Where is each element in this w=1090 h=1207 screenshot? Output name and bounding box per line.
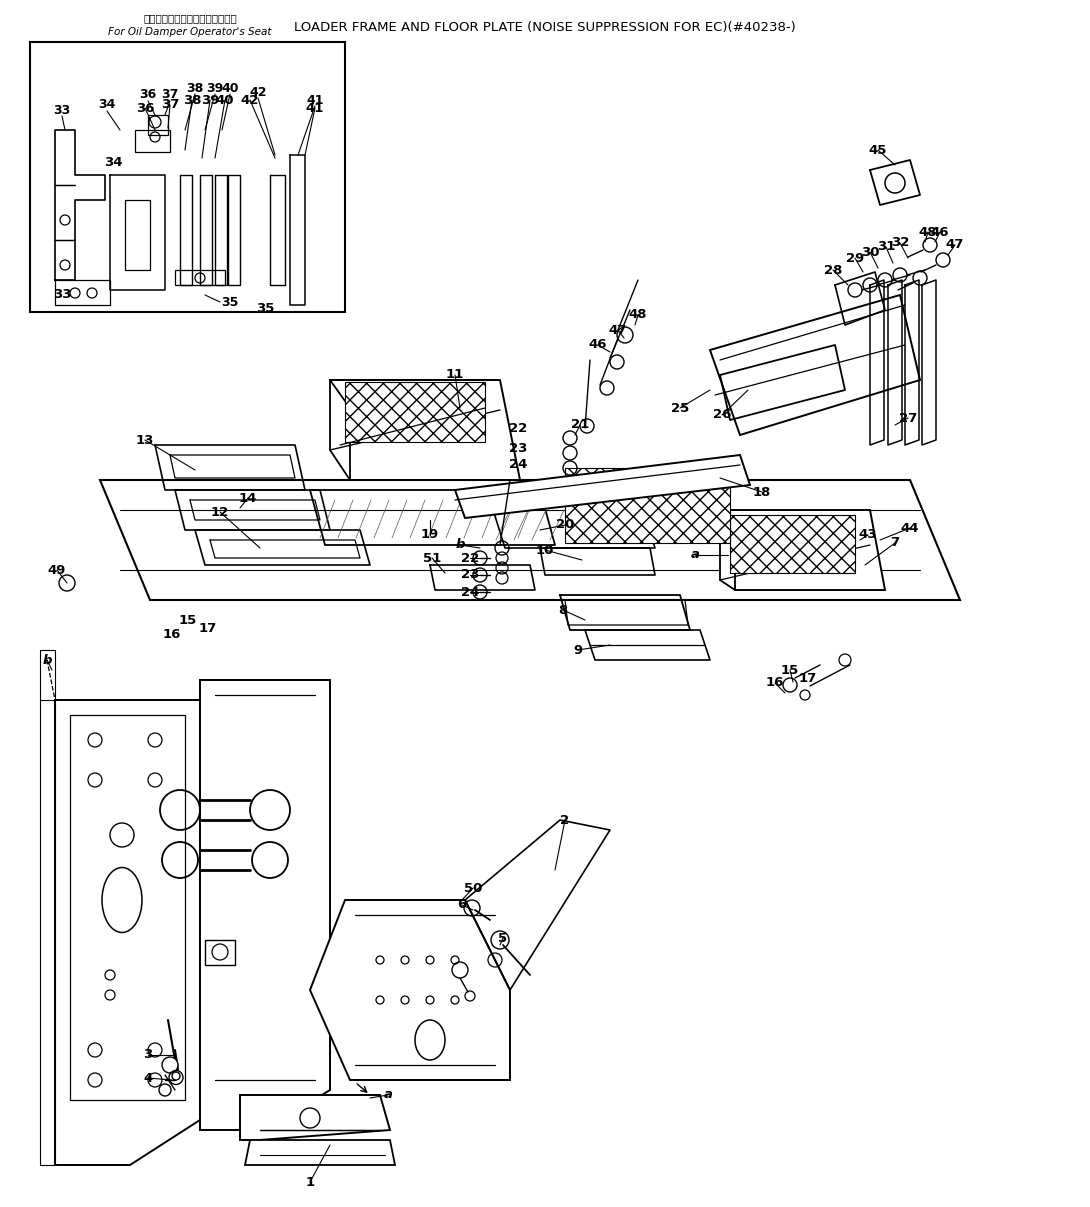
Text: 43: 43	[859, 529, 877, 542]
Text: 29: 29	[846, 251, 864, 264]
Text: 35: 35	[256, 302, 275, 315]
Text: 34: 34	[104, 157, 122, 169]
Text: 30: 30	[861, 245, 880, 258]
Polygon shape	[455, 455, 750, 518]
Text: 10: 10	[536, 543, 554, 556]
Text: 40: 40	[216, 93, 234, 106]
Polygon shape	[245, 1139, 395, 1165]
Text: 21: 21	[571, 419, 589, 431]
Bar	[205, 940, 235, 966]
Bar	[135, 130, 170, 152]
Polygon shape	[240, 1095, 390, 1139]
Text: 37: 37	[161, 88, 179, 101]
Text: 8: 8	[558, 604, 568, 617]
Circle shape	[162, 1057, 178, 1073]
Text: 6: 6	[458, 898, 467, 911]
Polygon shape	[199, 680, 330, 1130]
Text: 34: 34	[98, 99, 116, 111]
Text: 33: 33	[52, 288, 71, 302]
Text: 16: 16	[162, 629, 181, 641]
Text: 12: 12	[210, 506, 229, 519]
Text: 16: 16	[766, 676, 784, 689]
Text: LOADER FRAME AND FLOOR PLATE (NOISE SUPPRESSION FOR EC)(#40238-): LOADER FRAME AND FLOOR PLATE (NOISE SUPP…	[294, 22, 796, 35]
Text: 17: 17	[799, 671, 818, 684]
Text: 41: 41	[306, 101, 324, 115]
Text: 3: 3	[144, 1049, 153, 1061]
Text: 42: 42	[250, 86, 267, 99]
Polygon shape	[330, 380, 350, 480]
Text: 42: 42	[241, 93, 259, 106]
Bar	[565, 468, 730, 543]
Text: 48: 48	[919, 226, 937, 239]
Text: 51: 51	[423, 552, 441, 565]
Polygon shape	[720, 511, 735, 590]
Text: 23: 23	[509, 442, 528, 455]
Bar	[31, 42, 346, 311]
Text: b: b	[456, 538, 464, 552]
Text: 37: 37	[161, 99, 179, 111]
Text: 9: 9	[573, 643, 582, 657]
Text: 48: 48	[629, 309, 647, 321]
Bar	[346, 381, 485, 442]
Text: 14: 14	[239, 491, 257, 505]
Text: 38: 38	[183, 93, 202, 106]
Text: 27: 27	[899, 412, 917, 425]
Text: 49: 49	[48, 564, 66, 577]
Text: 22: 22	[461, 552, 480, 565]
Bar	[148, 115, 168, 135]
Text: 13: 13	[136, 433, 154, 447]
Text: 25: 25	[670, 402, 689, 414]
Text: 36: 36	[140, 88, 157, 101]
Text: 38: 38	[186, 82, 204, 94]
Bar	[730, 515, 855, 573]
Text: 15: 15	[780, 664, 799, 676]
Polygon shape	[720, 511, 885, 590]
Text: 19: 19	[421, 529, 439, 542]
Text: 17: 17	[198, 622, 217, 635]
Text: 11: 11	[446, 368, 464, 381]
Text: For Oil Damper Operator's Seat: For Oil Damper Operator's Seat	[108, 27, 271, 37]
Text: 5: 5	[498, 932, 508, 945]
Polygon shape	[100, 480, 960, 600]
Text: 36: 36	[136, 101, 155, 115]
Text: 22: 22	[509, 421, 528, 435]
Text: 20: 20	[556, 519, 574, 531]
Text: 44: 44	[900, 521, 919, 535]
Text: a: a	[384, 1089, 392, 1102]
Text: 46: 46	[589, 338, 607, 351]
Polygon shape	[710, 295, 920, 435]
Text: b: b	[43, 653, 51, 666]
Text: 45: 45	[869, 144, 887, 157]
Text: 33: 33	[53, 104, 71, 117]
Text: 39: 39	[201, 93, 219, 106]
Text: 50: 50	[464, 881, 482, 894]
Text: 31: 31	[876, 240, 895, 253]
Text: 2: 2	[560, 814, 570, 827]
Text: 47: 47	[609, 323, 627, 337]
Text: 46: 46	[931, 226, 949, 239]
Polygon shape	[330, 380, 520, 480]
Text: 24: 24	[461, 585, 480, 599]
Text: 15: 15	[179, 613, 197, 626]
Text: 18: 18	[753, 485, 772, 498]
Text: 32: 32	[891, 237, 909, 250]
Text: a: a	[690, 548, 700, 561]
Text: 41: 41	[306, 93, 324, 106]
Text: 7: 7	[891, 536, 899, 549]
Text: 28: 28	[824, 263, 843, 276]
Text: オイルダンパオペレータシート用: オイルダンパオペレータシート用	[143, 13, 237, 23]
Text: 26: 26	[713, 408, 731, 421]
Text: 39: 39	[206, 82, 223, 94]
Text: 4: 4	[144, 1072, 153, 1085]
Text: 24: 24	[509, 459, 528, 472]
Text: 35: 35	[221, 296, 239, 309]
Text: 23: 23	[461, 568, 480, 582]
Polygon shape	[54, 700, 199, 1165]
Bar	[175, 270, 225, 285]
Text: 47: 47	[946, 239, 965, 251]
Text: 1: 1	[305, 1176, 315, 1189]
Text: 40: 40	[221, 82, 239, 94]
Polygon shape	[310, 900, 510, 1080]
